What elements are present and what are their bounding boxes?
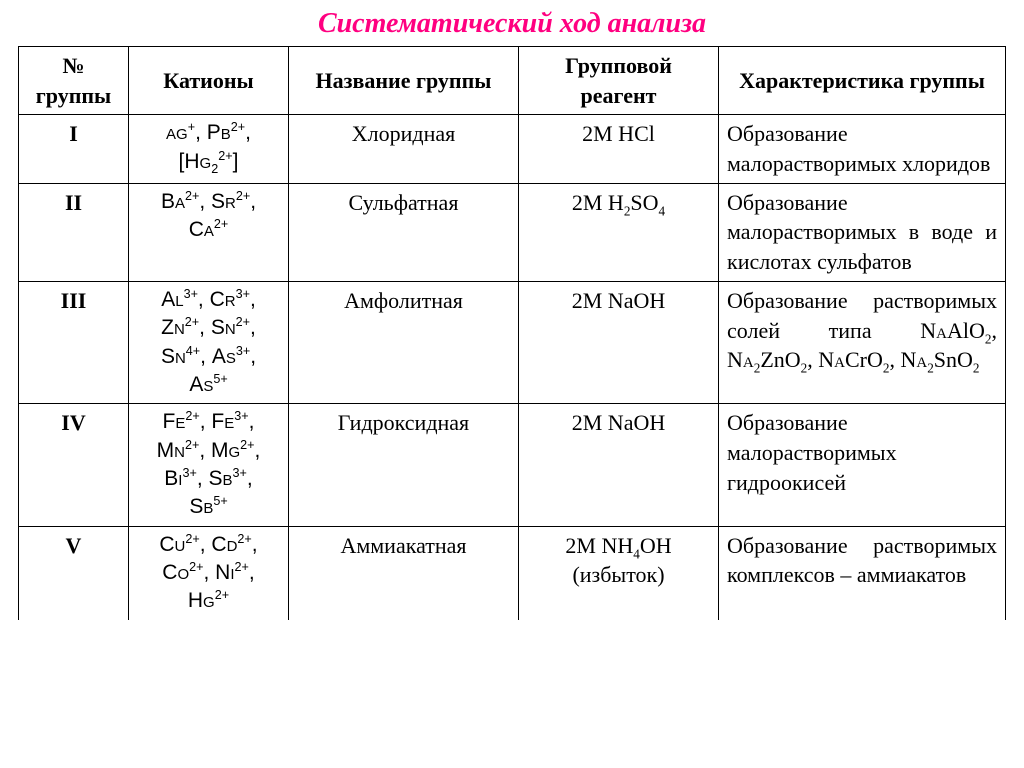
table-row: V Cu2+, Cd2+,Co2+, Ni2+,Hg2+ Аммиакатная… (19, 526, 1006, 620)
cell-char: Образование малорастворимых хлоридов (719, 115, 1006, 183)
table-row: III Al3+, Cr3+,Zn2+, Sn2+,Sn4+, As3+,As5… (19, 281, 1006, 403)
cell-reagent: 2M HCl (519, 115, 719, 183)
cell-reagent: 2M NaOH (519, 404, 719, 526)
page-title: Систематический ход анализа (18, 8, 1006, 40)
cell-reagent: 2M NH4OH(избыток) (519, 526, 719, 620)
cell-name: Хлоридная (289, 115, 519, 183)
cell-num: V (19, 526, 129, 620)
cell-name: Аммиакатная (289, 526, 519, 620)
cell-char: Образование малорастворимых в воде и кис… (719, 183, 1006, 281)
cell-name: Гидроксидная (289, 404, 519, 526)
cell-num: III (19, 281, 129, 403)
cell-name: Амфолитная (289, 281, 519, 403)
cell-char: Образование растворимых комплексов – амм… (719, 526, 1006, 620)
table-row: II Ba2+, Sr2+,Ca2+ Сульфатная 2M H2SO4 О… (19, 183, 1006, 281)
cell-reagent: 2M H2SO4 (519, 183, 719, 281)
cell-num: II (19, 183, 129, 281)
table-row: I ag+, Pb2+,[Hg22+] Хлоридная 2M HCl Обр… (19, 115, 1006, 183)
cell-name: Сульфатная (289, 183, 519, 281)
table-row: IV Fe2+, Fe3+,Mn2+, Mg2+,Bi3+, Sb3+,Sb5+… (19, 404, 1006, 526)
cell-cations: ag+, Pb2+,[Hg22+] (129, 115, 289, 183)
cell-char: Образование растворимых солей типа NaAlO… (719, 281, 1006, 403)
cell-cations: Al3+, Cr3+,Zn2+, Sn2+,Sn4+, As3+,As5+ (129, 281, 289, 403)
header-group-name: Название группы (289, 47, 519, 115)
cell-cations: Ba2+, Sr2+,Ca2+ (129, 183, 289, 281)
cell-cations: Cu2+, Cd2+,Co2+, Ni2+,Hg2+ (129, 526, 289, 620)
header-reagent: Групповой реагент (519, 47, 719, 115)
cell-num: IV (19, 404, 129, 526)
cell-cations: Fe2+, Fe3+,Mn2+, Mg2+,Bi3+, Sb3+,Sb5+ (129, 404, 289, 526)
header-char: Характеристика группы (719, 47, 1006, 115)
cell-num: I (19, 115, 129, 183)
header-cations: Катионы (129, 47, 289, 115)
header-group-no: № группы (19, 47, 129, 115)
analysis-table: № группы Катионы Название группы Группов… (18, 46, 1006, 620)
cell-char: Образование малорастворимых гидроокисей (719, 404, 1006, 526)
header-row: № группы Катионы Название группы Группов… (19, 47, 1006, 115)
cell-reagent: 2M NaOH (519, 281, 719, 403)
